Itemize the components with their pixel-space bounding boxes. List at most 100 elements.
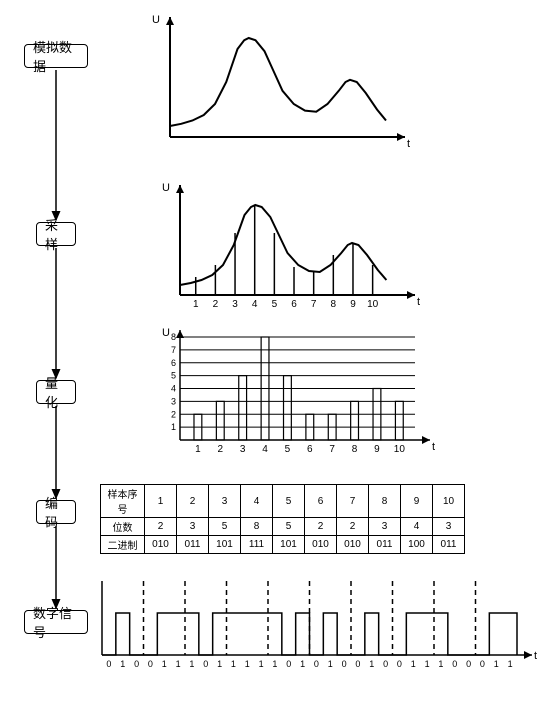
table-cell: 3	[369, 518, 401, 536]
flow-box-analog: 模拟数据	[24, 44, 88, 68]
svg-text:7: 7	[171, 345, 176, 355]
table-cell: 10	[433, 485, 465, 518]
svg-text:1: 1	[369, 659, 374, 669]
svg-text:t: t	[534, 650, 537, 662]
svg-text:t: t	[417, 296, 420, 308]
table-cell: 101	[273, 536, 305, 554]
svg-text:8: 8	[331, 299, 337, 310]
svg-text:0: 0	[148, 659, 153, 669]
svg-text:1: 1	[425, 659, 430, 669]
flow-label: 量化	[45, 373, 67, 411]
table-cell: 5	[273, 485, 305, 518]
table-cell: 5	[273, 518, 305, 536]
svg-text:5: 5	[285, 444, 291, 455]
svg-text:0: 0	[480, 659, 485, 669]
svg-text:1: 1	[193, 299, 199, 310]
svg-text:1: 1	[120, 659, 125, 669]
svg-text:t: t	[432, 441, 435, 453]
table-cell: 011	[433, 536, 465, 554]
svg-text:1: 1	[411, 659, 416, 669]
table-cell: 2	[145, 518, 177, 536]
svg-text:U: U	[162, 182, 170, 194]
svg-text:1: 1	[508, 659, 513, 669]
svg-text:5: 5	[272, 299, 278, 310]
table-cell: 1	[145, 485, 177, 518]
table-cell: 011	[369, 536, 401, 554]
table-cell: 010	[305, 536, 337, 554]
flow-label: 模拟数据	[33, 37, 79, 75]
table-cell: 2	[177, 485, 209, 518]
table-cell: 4	[241, 485, 273, 518]
svg-text:1: 1	[176, 659, 181, 669]
svg-text:0: 0	[314, 659, 319, 669]
table-cell: 4	[401, 518, 433, 536]
table-cell: 3	[209, 485, 241, 518]
table-header-cell: 二进制	[101, 536, 145, 554]
svg-text:1: 1	[438, 659, 443, 669]
table-header-cell: 位数	[101, 518, 145, 536]
table-cell: 111	[241, 536, 273, 554]
svg-text:3: 3	[171, 396, 176, 406]
svg-text:2: 2	[171, 409, 176, 419]
flow-box-digital: 数字信号	[24, 610, 88, 634]
svg-text:9: 9	[350, 299, 356, 310]
svg-text:1: 1	[272, 659, 277, 669]
table-cell: 101	[209, 536, 241, 554]
svg-text:0: 0	[286, 659, 291, 669]
analog-chart: Ut	[150, 12, 430, 162]
svg-text:7: 7	[311, 299, 317, 310]
table-cell: 2	[305, 518, 337, 536]
flow-label: 采样	[45, 215, 67, 253]
svg-text:U: U	[152, 14, 160, 26]
table-header-cell: 样本序号	[101, 485, 145, 518]
svg-text:6: 6	[171, 358, 176, 368]
svg-text:1: 1	[259, 659, 264, 669]
svg-text:10: 10	[394, 444, 406, 455]
table-cell: 5	[209, 518, 241, 536]
sampled-chart: Ut 1 2 3 4 5 6 7 8 9 10	[160, 180, 440, 325]
table-cell: 3	[433, 518, 465, 536]
svg-text:2: 2	[213, 299, 219, 310]
encoding-table: 样本序号12345678910位数2358522343二进制0100111011…	[100, 484, 465, 554]
svg-text:6: 6	[291, 299, 297, 310]
svg-text:0: 0	[397, 659, 402, 669]
svg-text:7: 7	[329, 444, 335, 455]
svg-text:3: 3	[232, 299, 238, 310]
flow-label: 编码	[45, 493, 67, 531]
table-cell: 100	[401, 536, 433, 554]
svg-text:4: 4	[262, 444, 268, 455]
svg-text:0: 0	[134, 659, 139, 669]
flow-label: 数字信号	[33, 603, 79, 641]
svg-text:1: 1	[231, 659, 236, 669]
svg-text:0: 0	[452, 659, 457, 669]
svg-text:0: 0	[466, 659, 471, 669]
svg-text:10: 10	[367, 299, 379, 310]
svg-text:1: 1	[189, 659, 194, 669]
svg-text:0: 0	[106, 659, 111, 669]
svg-text:1: 1	[328, 659, 333, 669]
flow-box-encode: 编码	[36, 500, 76, 524]
svg-text:1: 1	[245, 659, 250, 669]
svg-text:3: 3	[240, 444, 246, 455]
table-cell: 6	[305, 485, 337, 518]
svg-text:1: 1	[494, 659, 499, 669]
svg-text:2: 2	[218, 444, 224, 455]
svg-text:1: 1	[195, 444, 201, 455]
table-cell: 010	[337, 536, 369, 554]
table-cell: 8	[369, 485, 401, 518]
flow-box-sample: 采样	[36, 222, 76, 246]
svg-text:8: 8	[171, 332, 176, 342]
svg-text:U: U	[162, 327, 170, 339]
svg-text:4: 4	[171, 384, 176, 394]
table-cell: 8	[241, 518, 273, 536]
quantized-chart: Ut1234567812345678910	[155, 325, 455, 470]
table-cell: 2	[337, 518, 369, 536]
svg-text:t: t	[407, 138, 410, 150]
svg-text:4: 4	[252, 299, 258, 310]
svg-text:1: 1	[300, 659, 305, 669]
svg-text:9: 9	[374, 444, 380, 455]
digital-signal-chart: t010011101111101010010011100011	[92, 575, 552, 690]
svg-text:5: 5	[171, 371, 176, 381]
svg-text:6: 6	[307, 444, 313, 455]
svg-text:0: 0	[203, 659, 208, 669]
